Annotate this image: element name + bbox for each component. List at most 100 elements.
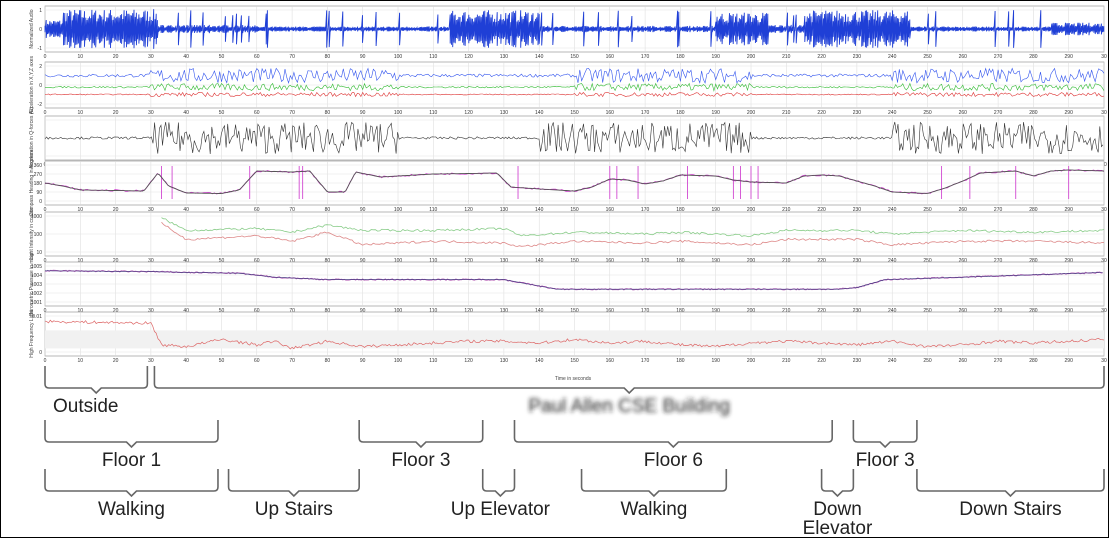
x-tick-label: 90 <box>360 54 366 60</box>
x-tick-label: 230 <box>853 358 862 364</box>
y-tick-label: 0 <box>39 27 42 33</box>
x-tick-label: 120 <box>464 110 473 116</box>
x-tick-label: 230 <box>853 54 862 60</box>
x-tick-label: 210 <box>782 308 791 314</box>
x-tick-label: 40 <box>183 54 189 60</box>
x-tick-label: 130 <box>500 358 509 364</box>
x-tick-label: 120 <box>464 258 473 264</box>
x-tick-label: 130 <box>500 207 509 213</box>
x-tick-label: 60 <box>254 258 260 264</box>
x-tick-label: 120 <box>464 54 473 60</box>
annotation-bracket <box>44 469 219 498</box>
annotation-8: Up Elevator <box>451 469 551 520</box>
x-tick-label: 70 <box>289 207 295 213</box>
x-tick-label: 100 <box>394 358 403 364</box>
x-tick-label: 60 <box>254 308 260 314</box>
x-tick-label: 90 <box>360 207 366 213</box>
x-tick-label: 50 <box>219 110 225 116</box>
annotation-9: Walking <box>580 469 728 520</box>
x-tick-label: 40 <box>183 110 189 116</box>
annotation-label: Floor 1 <box>102 450 161 471</box>
x-tick-label: 100 <box>394 258 403 264</box>
x-tick-label: 20 <box>113 358 119 364</box>
y-tick-label: 2 <box>39 64 42 70</box>
x-tick-label: 210 <box>782 358 791 364</box>
hf-light-line <box>44 319 1105 350</box>
x-tick-label: 30 <box>148 358 154 364</box>
x-tick-label: 280 <box>1029 358 1038 364</box>
x-tick-label: 280 <box>1029 308 1038 314</box>
annotation-bracket <box>358 420 484 449</box>
x-tick-label: 190 <box>712 54 721 60</box>
x-tick-label: 280 <box>1029 110 1038 116</box>
x-tick-label: 250 <box>923 54 932 60</box>
annotation-label: Elevator <box>803 518 873 538</box>
x-tick-label: 190 <box>712 258 721 264</box>
pressure-smooth-line <box>45 270 1103 290</box>
acceleration-magnitude-line <box>44 121 1104 155</box>
x-tick-label: 50 <box>219 358 225 364</box>
x-tick-label: 50 <box>219 258 225 264</box>
x-tick-label: 30 <box>1101 358 1107 364</box>
y-tick-label: 0 <box>39 199 42 205</box>
panel-compass: 360 270 180 90 00 10 20 30 40 50 60 70 80 90 100 110 120… <box>29 150 1107 216</box>
x-tick-label: 150 <box>570 258 579 264</box>
x-tick-label: 140 <box>535 308 544 314</box>
x-tick-label: 40 <box>183 258 189 264</box>
annotation-bracket <box>513 420 833 449</box>
x-tick-label: 140 <box>535 54 544 60</box>
annotation-bracket <box>153 366 1105 395</box>
annotation-4: Floor 6 <box>513 420 833 471</box>
x-tick-label: 0 <box>44 110 47 116</box>
x-tick-label: 10 <box>78 308 84 314</box>
x-tick-label: 180 <box>676 207 685 213</box>
x-tick-label: 110 <box>429 258 437 264</box>
x-tick-label: 120 <box>464 358 473 364</box>
annotation-label: Up Elevator <box>451 499 551 520</box>
x-tick-label: 230 <box>853 258 862 264</box>
x-tick-label: 120 <box>464 207 473 213</box>
y-tick-label: 10 <box>36 250 42 256</box>
x-tick-label: 200 <box>747 308 756 314</box>
x-tick-label: 200 <box>747 110 756 116</box>
x-tick-label: 140 <box>535 207 544 213</box>
x-tick-label: 140 <box>535 258 544 264</box>
x-tick-label: 230 <box>853 207 862 213</box>
x-tick-label: 250 <box>923 258 932 264</box>
x-tick-label: 30 <box>1101 54 1107 60</box>
x-tick-label: 40 <box>183 358 189 364</box>
x-tick-label: 160 <box>606 308 615 314</box>
x-tick-label: 10 <box>78 358 84 364</box>
x-tick-label: 90 <box>360 358 366 364</box>
x-tick-label: 170 <box>641 110 650 116</box>
x-tick-label: 50 <box>219 207 225 213</box>
y-tick-label: 1003 <box>31 282 42 288</box>
x-tick-label: 260 <box>959 110 968 116</box>
x-tick-label: 30 <box>148 54 154 60</box>
annotation-2: Floor 1 <box>44 420 219 471</box>
x-tick-label: 230 <box>853 308 862 314</box>
y-tick-label: -2 <box>38 102 43 108</box>
x-tick-label: 110 <box>429 358 437 364</box>
x-tick-label: 270 <box>994 358 1003 364</box>
x-tick-label: 110 <box>429 110 437 116</box>
y-axis-label: Acceleration in X,Y,Z axes <box>29 56 35 114</box>
x-tick-label: 10 <box>78 258 84 264</box>
y-tick-label: 360 <box>34 163 43 169</box>
x-tick-label: 270 <box>994 54 1003 60</box>
x-tick-label: 140 <box>535 358 544 364</box>
x-tick-label: 130 <box>500 110 509 116</box>
x-tick-label: 80 <box>325 358 331 364</box>
x-tick-label: 100 <box>394 54 403 60</box>
x-tick-label: 100 <box>394 207 403 213</box>
x-tick-label: 70 <box>289 358 295 364</box>
x-tick-label: 80 <box>325 258 331 264</box>
x-tick-label: 210 <box>782 110 791 116</box>
x-tick-label: 280 <box>1029 258 1038 264</box>
annotation-5: Floor 3 <box>852 420 918 471</box>
hf-band <box>45 330 1104 349</box>
x-tick-label: 240 <box>888 308 897 314</box>
annotation-label: Down Stairs <box>959 499 1061 520</box>
